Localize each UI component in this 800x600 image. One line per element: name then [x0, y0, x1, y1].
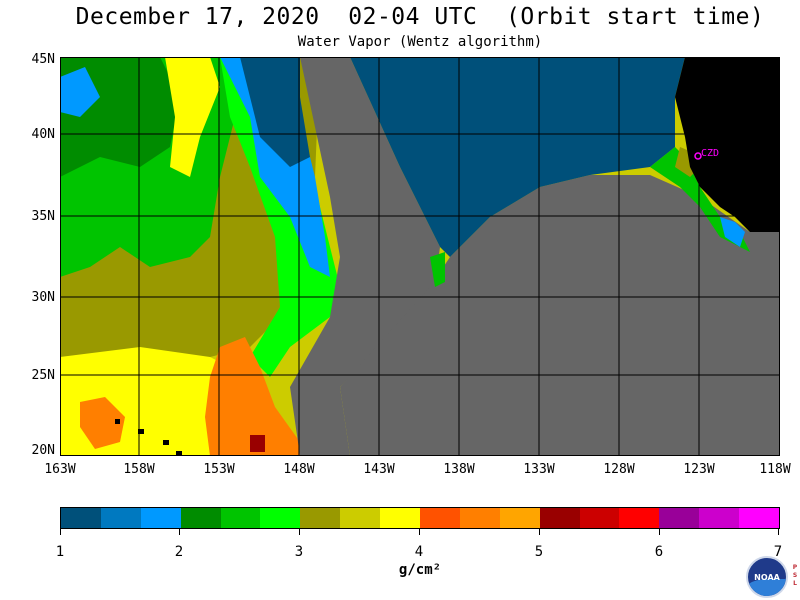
lon-label-143w: 143W	[363, 462, 395, 477]
field-darkblue-mid	[240, 57, 310, 167]
colorbar-segment	[499, 508, 540, 528]
field-darkblue-ne	[350, 57, 685, 257]
colorbar	[60, 507, 780, 529]
colorbar-label-2: 2	[174, 544, 184, 560]
field-blue-coast	[720, 217, 745, 247]
field-darkred-spot	[250, 435, 265, 452]
colorbar-tick	[179, 529, 180, 535]
colorbar-segment	[61, 508, 101, 528]
lat-label-35n: 35N	[31, 209, 55, 224]
lat-label-30n: 30N	[31, 290, 55, 305]
map-title: December 17, 2020 02-04 UTC (Orbit start…	[75, 4, 765, 30]
psl-letter: P	[792, 564, 798, 571]
map-subtitle: Water Vapor (Wentz algorithm)	[297, 34, 543, 50]
nodata-swath-center	[290, 57, 440, 456]
lat-label-45n: 45N	[31, 52, 55, 67]
colorbar-segment	[659, 508, 700, 528]
island-1	[115, 419, 120, 424]
colorbar-tick	[539, 529, 540, 535]
graticule	[60, 57, 780, 456]
colorbar-segment	[699, 508, 740, 528]
colorbar-tick	[659, 529, 660, 535]
colorbar-segment	[340, 508, 381, 528]
colorbar-segment	[420, 508, 460, 528]
colorbar-segment	[539, 508, 580, 528]
colorbar-segment	[260, 508, 301, 528]
lon-label-123w: 123W	[683, 462, 715, 477]
land-california	[675, 57, 780, 232]
colorbar-segment	[579, 508, 620, 528]
lon-label-128w: 128W	[603, 462, 635, 477]
colorbar-segment	[300, 508, 341, 528]
noaa-logo-icon: NOAA	[746, 556, 788, 598]
colorbar-segment	[180, 508, 221, 528]
colorbar-label-7: 7	[773, 544, 783, 560]
noaa-logo-wave	[748, 578, 786, 596]
colorbar-label-6: 6	[654, 544, 664, 560]
colorbar-label-3: 3	[294, 544, 304, 560]
colorbar-tick	[299, 529, 300, 535]
map-canvas: CZD	[60, 57, 780, 456]
colorbar-segment	[459, 508, 500, 528]
field-orange-west	[80, 397, 125, 449]
lat-label-40n: 40N	[31, 127, 55, 142]
lon-label-133w: 133W	[523, 462, 555, 477]
colorbar-segment	[220, 508, 261, 528]
colorbar-tick	[778, 529, 779, 535]
colorbar-segment	[100, 508, 141, 528]
lon-label-118w: 118W	[759, 462, 791, 477]
lon-label-158w: 158W	[123, 462, 155, 477]
psl-letter: L	[793, 580, 797, 587]
colorbar-segment	[739, 508, 780, 528]
field-orange-south	[205, 337, 300, 456]
field-green-tip	[430, 252, 445, 287]
station-label: CZD	[701, 148, 719, 159]
colorbar-label-4: 4	[414, 544, 424, 560]
colorbar-segment	[619, 508, 660, 528]
lat-label-25n: 25N	[31, 368, 55, 383]
field-blue-nw	[60, 67, 100, 117]
colorbar-tick	[419, 529, 420, 535]
psl-letter: S	[792, 572, 798, 579]
water-vapor-map: CZD	[60, 57, 780, 456]
lon-label-138w: 138W	[443, 462, 475, 477]
colorbar-units: g/cm²	[398, 562, 442, 578]
colorbar-segment	[380, 508, 421, 528]
colorbar-label-1: 1	[55, 544, 65, 560]
colorbar-segment	[140, 508, 181, 528]
colorbar-label-5: 5	[534, 544, 544, 560]
island-2	[138, 429, 144, 434]
field-blue-mid	[220, 57, 330, 277]
island-3	[163, 440, 169, 445]
colorbar-tick	[60, 529, 61, 535]
noaa-logo-text: NOAA	[754, 572, 780, 582]
lon-label-148w: 148W	[283, 462, 315, 477]
field-yellow-strip	[165, 57, 220, 177]
lat-label-20n: 20N	[31, 443, 55, 458]
lon-label-163w: 163W	[44, 462, 76, 477]
station-marker-icon	[694, 152, 702, 160]
island-4	[176, 451, 182, 456]
nodata-swath-south	[340, 175, 780, 456]
lon-label-153w: 153W	[203, 462, 235, 477]
